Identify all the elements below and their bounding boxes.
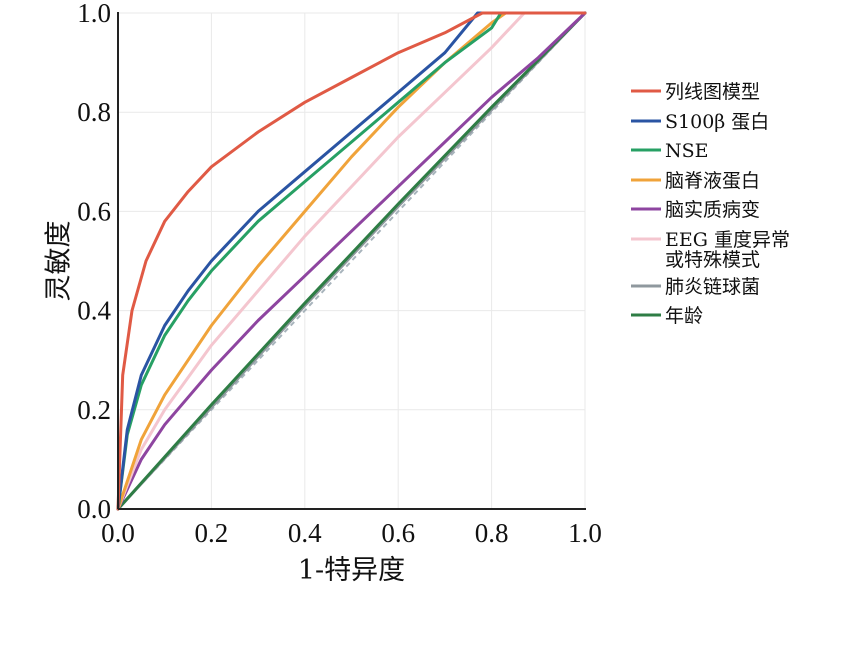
series-lines xyxy=(116,11,587,511)
y-tick-label: 1.0 xyxy=(77,0,111,28)
x-tick-label: 0.6 xyxy=(381,518,415,548)
y-axis-title: 灵敏度 xyxy=(44,221,75,302)
legend-label: 脑实质病变 xyxy=(665,199,760,221)
tick-labels: 0.0 0.2 0.4 0.6 0.8 1.0 0.0 0.2 0.4 0.6 0.8 1.0 xyxy=(77,0,602,548)
axes xyxy=(117,12,586,510)
legend-label: S100β 蛋白 xyxy=(665,111,769,133)
y-tick-label: 0.4 xyxy=(77,296,111,326)
x-tick-label: 0.2 xyxy=(195,518,229,548)
legend-label: 列线图模型 xyxy=(665,81,760,103)
series-line-7 xyxy=(116,11,587,511)
y-tick-label: 0.2 xyxy=(77,395,111,425)
x-tick-label: 1.0 xyxy=(568,518,602,548)
legend-label: EEG 重度异常或特殊模式 xyxy=(665,229,790,271)
x-tick-label: 0.8 xyxy=(475,518,509,548)
y-tick-label: 0.6 xyxy=(77,196,111,226)
legend-label: 年龄 xyxy=(665,305,703,327)
series-line-0 xyxy=(116,11,587,511)
y-tick-label: 0.8 xyxy=(77,97,111,127)
legend-label: 脑脊液蛋白 xyxy=(665,170,760,192)
legend-label: NSE xyxy=(665,140,709,162)
x-tick-label: 0.4 xyxy=(288,518,322,548)
series-line-4 xyxy=(116,11,587,511)
x-tick-label: 0.0 xyxy=(101,518,135,548)
series-line-6 xyxy=(116,11,587,511)
series-line-2 xyxy=(116,11,587,511)
y-tick-label: 0.0 xyxy=(77,494,111,524)
x-axis-title: 1-特异度 xyxy=(298,555,405,586)
legend-label: 肺炎链球菌 xyxy=(665,276,760,298)
